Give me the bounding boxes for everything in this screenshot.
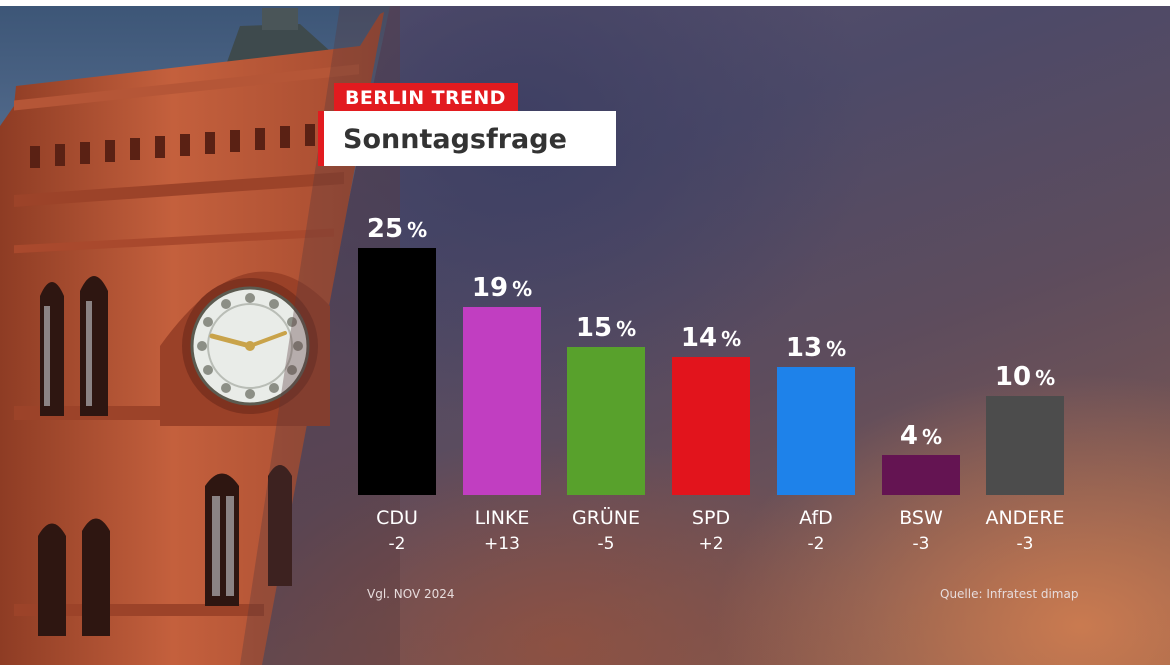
category-label-andere: ANDERE bbox=[985, 507, 1065, 529]
bar-spd bbox=[672, 357, 750, 495]
category-label-spd: SPD bbox=[691, 507, 731, 529]
value-unit: % bbox=[922, 425, 943, 449]
bar-gruene bbox=[567, 347, 645, 495]
source-note: Quelle: Infratest dimap bbox=[940, 587, 1079, 601]
value-label-cdu: 25% bbox=[322, 214, 472, 245]
bar-chart: 25% CDU -2 19% LINKE +13 15% GRÜNE -5 14% SPD +2 13%… bbox=[0, 6, 1170, 665]
value-number: 13 bbox=[785, 333, 823, 363]
change-label-cdu: -2 bbox=[388, 534, 406, 554]
bar-cdu bbox=[358, 248, 436, 495]
category-label-gruene: GRÜNE bbox=[571, 507, 641, 529]
value-label-afd: 13% bbox=[741, 333, 891, 364]
value-label-andere: 10% bbox=[950, 362, 1100, 393]
category-label-cdu: CDU bbox=[376, 507, 418, 529]
value-unit: % bbox=[512, 277, 533, 301]
category-label-bsw: BSW bbox=[899, 507, 943, 529]
value-number: 25 bbox=[366, 214, 404, 244]
value-label-linke: 19% bbox=[427, 273, 577, 304]
chart-title: Sonntagsfrage bbox=[318, 111, 616, 166]
change-label-bsw: -3 bbox=[912, 534, 930, 554]
value-number: 10 bbox=[994, 362, 1032, 392]
change-label-gruene: -5 bbox=[597, 534, 615, 554]
value-number: 4 bbox=[899, 421, 919, 451]
bar-afd bbox=[777, 367, 855, 495]
value-label-spd: 14% bbox=[636, 323, 786, 354]
header-tag: BERLIN TREND bbox=[334, 83, 518, 114]
poll-graphic: BERLIN TREND Sonntagsfrage 25% CDU -2 19% LI… bbox=[0, 6, 1170, 665]
value-unit: % bbox=[1035, 366, 1056, 390]
value-unit: % bbox=[407, 218, 428, 242]
change-label-spd: +2 bbox=[698, 534, 724, 554]
value-unit: % bbox=[826, 337, 847, 361]
change-label-linke: +13 bbox=[484, 534, 520, 554]
bar-linke bbox=[463, 307, 541, 495]
bar-andere bbox=[986, 396, 1064, 495]
value-unit: % bbox=[616, 317, 637, 341]
value-unit: % bbox=[721, 327, 742, 351]
value-number: 19 bbox=[471, 273, 509, 303]
bar-bsw bbox=[882, 455, 960, 495]
value-label-bsw: 4% bbox=[846, 421, 996, 452]
change-label-afd: -2 bbox=[807, 534, 825, 554]
value-number: 15 bbox=[575, 313, 613, 343]
change-label-andere: -3 bbox=[1016, 534, 1034, 554]
value-label-gruene: 15% bbox=[531, 313, 681, 344]
value-number: 14 bbox=[680, 323, 718, 353]
category-label-afd: AfD bbox=[799, 507, 833, 529]
category-label-linke: LINKE bbox=[474, 507, 530, 529]
comparison-note: Vgl. NOV 2024 bbox=[367, 587, 455, 601]
town-hall-photo bbox=[0, 6, 400, 665]
